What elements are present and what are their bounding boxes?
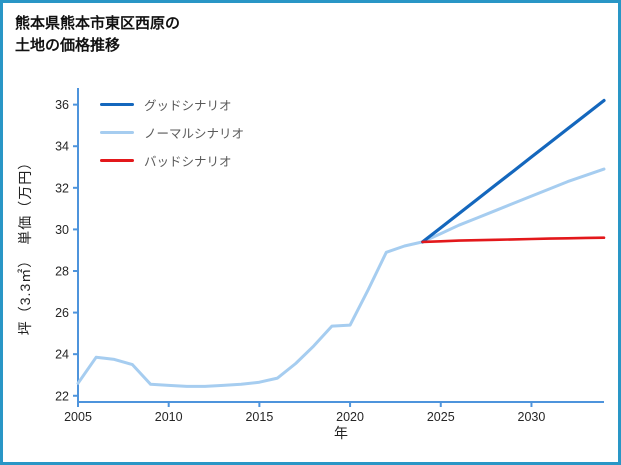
svg-text:26: 26 <box>55 306 69 320</box>
legend-line-swatch <box>100 130 134 135</box>
svg-text:2005: 2005 <box>64 410 92 424</box>
y-axis-label: 坪（3.3㎡） 単価（万円） <box>17 154 33 336</box>
page-title: 熊本県熊本市東区西原の 土地の価格推移 <box>15 15 181 54</box>
legend-item-label: グッドシナリオ <box>144 99 232 113</box>
legend-line-swatch <box>100 159 134 162</box>
legend-item: ノーマルシナリオ <box>100 123 244 142</box>
legend-item-label: ノーマルシナリオ <box>144 127 245 141</box>
svg-text:28: 28 <box>55 264 69 278</box>
svg-text:24: 24 <box>55 348 69 362</box>
legend: グッドシナリオ ノーマルシナリオ バッドシナリオ <box>100 95 244 170</box>
svg-text:32: 32 <box>55 181 69 195</box>
svg-text:22: 22 <box>55 389 69 403</box>
legend-item: バッドシナリオ <box>100 151 244 170</box>
svg-text:2025: 2025 <box>427 410 455 424</box>
svg-text:30: 30 <box>55 223 69 237</box>
x-axis-label: 年 <box>334 425 348 441</box>
svg-text:2015: 2015 <box>245 410 273 424</box>
svg-text:2030: 2030 <box>518 410 546 424</box>
legend-line-swatch <box>100 102 134 107</box>
svg-text:2020: 2020 <box>336 410 364 424</box>
legend-item-label: バッドシナリオ <box>144 155 232 169</box>
svg-text:36: 36 <box>55 98 69 112</box>
legend-item: グッドシナリオ <box>100 95 244 114</box>
svg-text:2010: 2010 <box>155 410 183 424</box>
svg-text:34: 34 <box>55 140 69 154</box>
chart-svg: 2005 2010 2015 2020 2025 2030 22 24 26 28 30 32 34 36 <box>55 88 606 424</box>
